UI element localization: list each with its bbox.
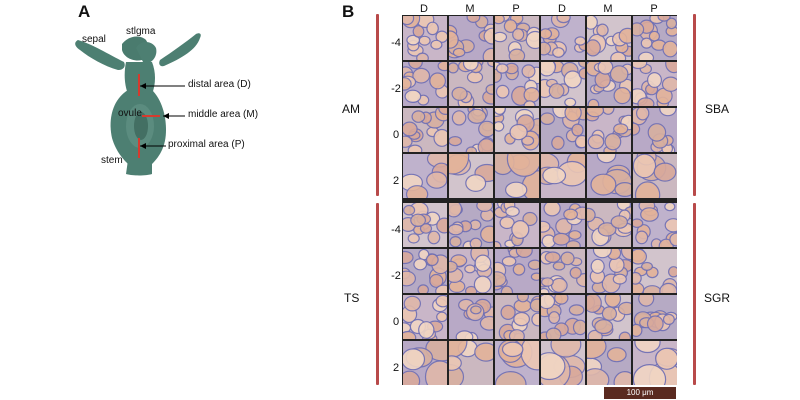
column-header-m: M — [465, 3, 475, 15]
micrograph-tile — [449, 341, 493, 385]
ts-bracket — [376, 203, 379, 385]
distal-marker — [138, 74, 140, 96]
micrograph-tile — [449, 154, 493, 198]
panel-a: A sepal stlgma distal area (D) ovule mid… — [0, 0, 300, 400]
stem-shape — [126, 160, 152, 176]
micrograph-tile — [541, 154, 585, 198]
micrograph-tile — [587, 341, 631, 385]
distal-label: distal area (D) — [188, 79, 251, 90]
micrograph-tile — [495, 203, 539, 247]
sgr-bracket — [693, 203, 696, 385]
panel-a-letter: A — [78, 2, 91, 21]
ovule-label: ovule — [118, 108, 142, 119]
flower-illustration — [75, 33, 201, 176]
stigma-label: stlgma — [126, 26, 156, 37]
stem-label: stem — [101, 155, 123, 166]
proximal-label: proximal area (P) — [168, 139, 245, 150]
micrograph-tile — [587, 203, 631, 247]
row-label: 0 — [392, 129, 400, 141]
micrograph-tile — [633, 108, 677, 152]
micrograph-tile — [449, 16, 493, 60]
micrograph-tile — [633, 16, 677, 60]
panel-b: AM TS SBA SGR D M P D M P -4 -2 0 2 -4 -… — [300, 0, 800, 400]
micrograph-tile — [403, 154, 447, 198]
micrograph-tile — [633, 341, 677, 385]
proximal-marker — [138, 138, 140, 158]
micrograph-tile — [449, 108, 493, 152]
micrograph-tile — [541, 341, 585, 385]
distal-arrow — [140, 83, 146, 89]
micrograph-tile — [403, 249, 447, 293]
group-label-sgr: SGR — [704, 291, 731, 305]
group-label-sba: SBA — [705, 102, 730, 116]
row-label: 2 — [392, 175, 400, 187]
micrograph-tile — [495, 341, 539, 385]
group-label-am: AM — [342, 102, 360, 116]
column-header-d: D — [558, 3, 566, 15]
micrograph-tile — [541, 249, 585, 293]
column-header-m: M — [603, 3, 613, 15]
micrograph-tile — [403, 203, 447, 247]
column-header-p: P — [650, 3, 658, 15]
micrograph-tile — [495, 249, 539, 293]
micrograph-tile — [403, 108, 447, 152]
micrograph-tile — [541, 295, 585, 339]
scale-bar: 100 μm — [604, 387, 676, 399]
left-sepal — [75, 40, 125, 70]
am-bracket — [376, 14, 379, 196]
micrograph-tile — [449, 62, 493, 106]
micrograph-tile — [449, 249, 493, 293]
micrograph-tile — [633, 154, 677, 198]
micrograph-tile — [541, 16, 585, 60]
micrograph-tile — [587, 295, 631, 339]
right-sepal — [159, 33, 201, 67]
micrograph-tile — [403, 62, 447, 106]
sba-bracket — [693, 14, 696, 196]
micrograph-tile — [587, 108, 631, 152]
middle-marker — [142, 115, 160, 117]
column-header-d: D — [420, 3, 428, 15]
micrograph-tile — [587, 249, 631, 293]
micrograph-tile — [633, 62, 677, 106]
micrograph-tile — [449, 295, 493, 339]
micrograph-tile — [403, 341, 447, 385]
row-label: -4 — [391, 224, 401, 236]
row-label: -2 — [391, 83, 401, 95]
middle-label: middle area (M) — [188, 109, 259, 120]
micrograph-tile — [587, 62, 631, 106]
micrograph-tile — [403, 295, 447, 339]
micrograph-tile — [495, 154, 539, 198]
micrograph-tile — [541, 203, 585, 247]
sepal-label: sepal — [82, 34, 106, 45]
panel-b-letter: B — [342, 2, 355, 21]
micrograph-tile — [495, 108, 539, 152]
row-label: 2 — [392, 362, 400, 374]
group-label-ts: TS — [344, 291, 360, 305]
proximal-arrow — [140, 143, 146, 149]
row-label: -2 — [391, 270, 401, 282]
micrograph-tile — [587, 16, 631, 60]
micrograph-tile — [541, 108, 585, 152]
micrograph-tile — [633, 249, 677, 293]
row-label: 0 — [392, 316, 400, 328]
micrograph-tile — [587, 154, 631, 198]
middle-arrow — [163, 113, 169, 119]
micrograph-tile — [633, 203, 677, 247]
micrograph-tile — [403, 16, 447, 60]
micrograph-tile — [633, 295, 677, 339]
micrograph-grid — [402, 15, 677, 385]
micrograph-tile — [495, 295, 539, 339]
row-label: -4 — [391, 37, 401, 49]
column-header-p: P — [512, 3, 520, 15]
micrograph-tile — [495, 16, 539, 60]
micrograph-tile — [495, 62, 539, 106]
micrograph-tile — [541, 62, 585, 106]
micrograph-tile — [449, 203, 493, 247]
